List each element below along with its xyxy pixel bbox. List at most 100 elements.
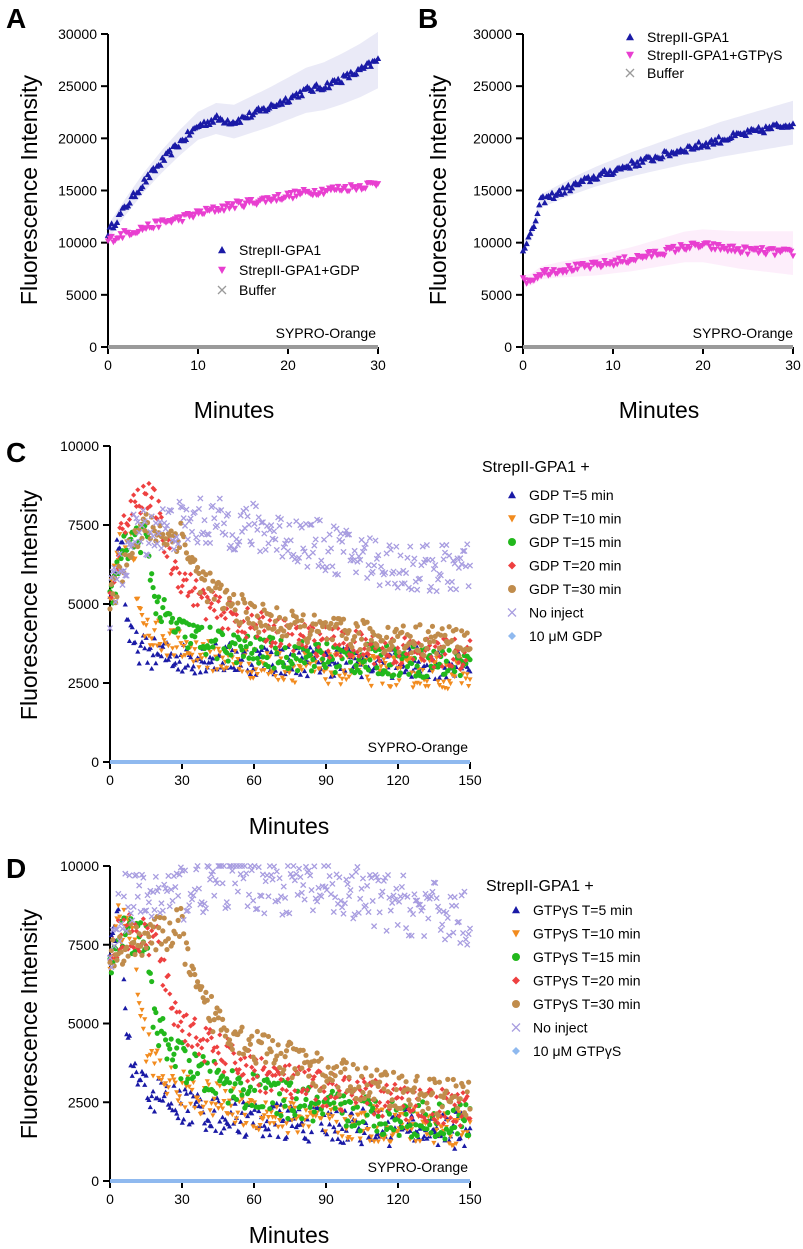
data-point xyxy=(278,1113,284,1119)
data-point xyxy=(200,529,207,536)
data-point xyxy=(384,1126,390,1133)
data-point xyxy=(429,556,436,563)
data-point xyxy=(327,654,333,661)
data-point xyxy=(200,909,207,916)
data-point xyxy=(108,955,114,961)
data-point xyxy=(550,195,558,202)
data-point xyxy=(126,1033,133,1038)
data-point xyxy=(428,1130,434,1136)
data-point xyxy=(199,984,205,990)
data-point xyxy=(238,1056,244,1062)
data-point xyxy=(165,537,171,543)
data-point xyxy=(223,899,230,906)
data-point xyxy=(215,1015,222,1021)
data-point xyxy=(364,574,371,581)
y-axis-title: Fluorescence Intensity xyxy=(16,908,42,1139)
data-point xyxy=(536,201,543,208)
data-point xyxy=(331,634,337,640)
data-point xyxy=(304,648,310,654)
data-point xyxy=(144,1054,151,1059)
data-point xyxy=(261,1032,267,1038)
data-point xyxy=(351,547,358,554)
data-point xyxy=(196,1051,202,1057)
data-point xyxy=(586,178,594,185)
data-point xyxy=(711,247,719,253)
legend-marker xyxy=(626,51,634,59)
data-point xyxy=(213,1090,219,1096)
x-tick-label: 150 xyxy=(458,772,482,788)
data-point xyxy=(295,554,303,561)
data-point xyxy=(329,184,336,191)
data-point xyxy=(268,871,275,879)
data-point xyxy=(388,1139,394,1145)
data-point xyxy=(253,625,259,631)
data-point xyxy=(265,1033,272,1040)
data-point xyxy=(464,1089,470,1095)
data-point xyxy=(267,1121,273,1126)
data-point xyxy=(142,527,148,534)
data-point xyxy=(171,565,177,571)
data-point xyxy=(229,867,236,874)
x-tick-label: 30 xyxy=(174,1191,190,1207)
data-point xyxy=(234,541,241,548)
data-point xyxy=(136,1001,142,1006)
data-point xyxy=(154,1048,160,1054)
data-point xyxy=(254,633,260,639)
data-point xyxy=(146,952,152,958)
data-point xyxy=(213,1102,219,1107)
data-point xyxy=(346,531,353,538)
data-point xyxy=(156,498,162,504)
data-point xyxy=(424,645,430,652)
data-point xyxy=(301,548,308,555)
data-point xyxy=(222,531,229,538)
data-point xyxy=(396,1132,402,1138)
data-point xyxy=(315,644,322,650)
data-point xyxy=(311,663,317,669)
data-point xyxy=(158,545,165,552)
data-point xyxy=(452,1093,458,1100)
data-point xyxy=(453,1083,459,1089)
data-point xyxy=(440,644,447,650)
data-point xyxy=(208,600,215,607)
data-point xyxy=(252,503,260,510)
data-point xyxy=(338,1069,344,1075)
data-point xyxy=(386,1111,392,1117)
data-point xyxy=(313,1114,319,1119)
data-point xyxy=(166,903,173,910)
data-point xyxy=(310,1076,316,1083)
data-point xyxy=(274,605,280,611)
data-point xyxy=(374,181,382,187)
data-point xyxy=(292,680,298,686)
data-point xyxy=(160,1015,166,1022)
data-point xyxy=(141,518,148,525)
data-point xyxy=(318,557,325,564)
data-point xyxy=(243,870,250,877)
data-point xyxy=(375,552,382,559)
data-point xyxy=(140,1026,146,1032)
data-point xyxy=(307,1104,313,1111)
data-point xyxy=(136,529,143,536)
data-point xyxy=(192,557,198,563)
data-point xyxy=(181,1069,187,1075)
data-point xyxy=(250,897,257,904)
data-point xyxy=(358,1141,365,1147)
data-point xyxy=(158,648,165,654)
panel-letter: D xyxy=(6,853,26,884)
data-point xyxy=(409,911,417,918)
y-tick-label: 30000 xyxy=(58,26,97,42)
data-point xyxy=(333,1063,340,1070)
data-point xyxy=(157,615,163,621)
data-point xyxy=(413,1078,419,1084)
data-point xyxy=(132,937,138,943)
data-point xyxy=(275,514,282,521)
data-point xyxy=(176,570,183,576)
data-point xyxy=(151,628,158,633)
data-point xyxy=(254,1073,260,1080)
data-point xyxy=(402,635,408,641)
data-point xyxy=(106,954,114,961)
data-point xyxy=(190,966,196,972)
data-point xyxy=(170,546,177,553)
y-tick-label: 20000 xyxy=(473,130,512,146)
data-point xyxy=(129,511,135,518)
data-point xyxy=(411,641,418,647)
